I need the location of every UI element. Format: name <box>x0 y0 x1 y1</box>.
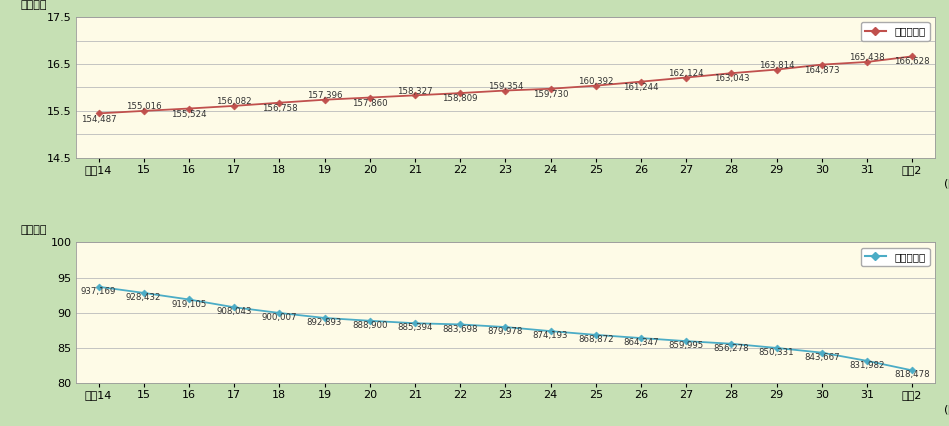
Text: 158,809: 158,809 <box>442 94 478 103</box>
Text: 879,978: 879,978 <box>488 327 523 336</box>
Text: 850,331: 850,331 <box>759 348 794 357</box>
Text: 160,392: 160,392 <box>578 77 613 86</box>
Text: 874,193: 874,193 <box>532 331 568 340</box>
Text: 859,995: 859,995 <box>668 341 704 350</box>
Text: (年): (年) <box>944 178 949 188</box>
Text: 919,105: 919,105 <box>171 299 207 308</box>
Text: 165,438: 165,438 <box>849 53 884 62</box>
Text: 161,244: 161,244 <box>623 83 659 92</box>
Legend: 消防団員数: 消防団員数 <box>861 248 930 266</box>
Text: 908,043: 908,043 <box>216 308 251 317</box>
Legend: 消防職員数: 消防職員数 <box>861 22 930 41</box>
Text: 166,628: 166,628 <box>894 58 930 66</box>
Text: （万人）: （万人） <box>20 225 47 236</box>
Text: 155,524: 155,524 <box>171 109 207 119</box>
Text: 937,169: 937,169 <box>81 287 116 296</box>
Text: 868,872: 868,872 <box>578 335 614 344</box>
Text: 892,893: 892,893 <box>307 318 343 327</box>
Text: 157,860: 157,860 <box>352 99 387 108</box>
Text: 163,043: 163,043 <box>714 75 749 83</box>
Text: 928,432: 928,432 <box>126 293 161 302</box>
Text: 883,698: 883,698 <box>442 325 478 334</box>
Text: 158,327: 158,327 <box>397 86 433 95</box>
Text: 163,814: 163,814 <box>759 61 794 70</box>
Text: 155,016: 155,016 <box>126 102 161 111</box>
Text: 164,873: 164,873 <box>804 66 840 75</box>
Text: 818,478: 818,478 <box>894 371 930 380</box>
Text: 156,758: 156,758 <box>262 104 297 113</box>
Text: 831,982: 831,982 <box>849 361 884 370</box>
Text: 154,487: 154,487 <box>81 115 117 124</box>
Text: 159,730: 159,730 <box>532 90 568 99</box>
Text: 156,082: 156,082 <box>216 97 251 106</box>
Text: 864,347: 864,347 <box>623 338 659 347</box>
Text: (年): (年) <box>944 404 949 414</box>
Text: 885,394: 885,394 <box>398 323 433 332</box>
Text: 159,354: 159,354 <box>488 82 523 91</box>
Text: 856,278: 856,278 <box>714 344 749 353</box>
Text: 900,007: 900,007 <box>262 313 297 322</box>
Text: 162,124: 162,124 <box>668 69 704 78</box>
Text: （万人）: （万人） <box>20 0 47 10</box>
Text: 888,900: 888,900 <box>352 321 387 330</box>
Text: 157,396: 157,396 <box>307 91 343 100</box>
Text: 843,667: 843,667 <box>804 353 840 362</box>
